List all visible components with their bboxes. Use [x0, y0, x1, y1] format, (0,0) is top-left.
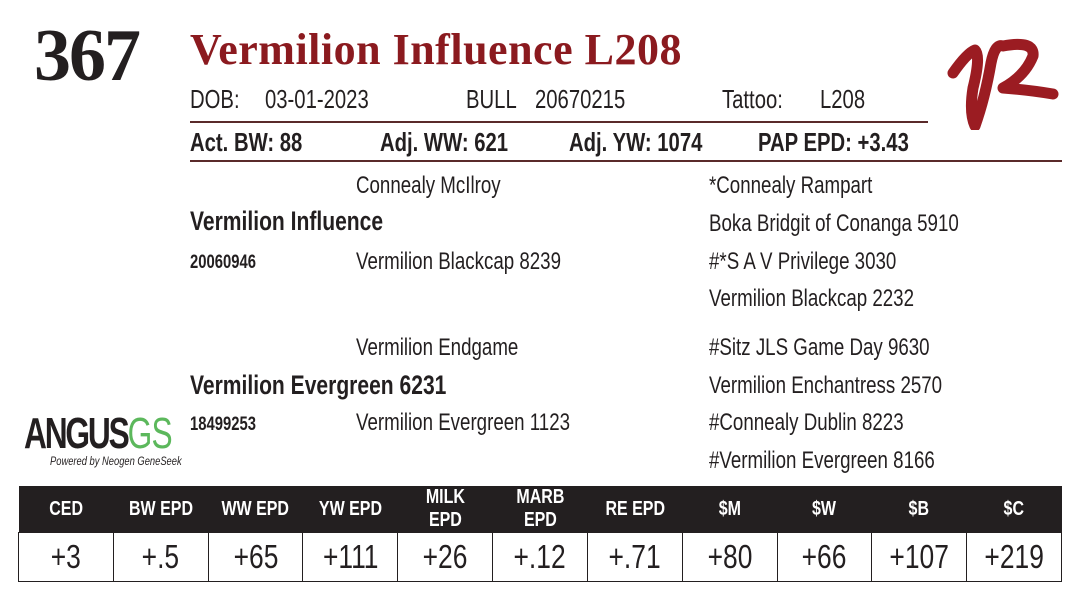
epd-value: +111 — [302, 532, 399, 582]
sire-registration: 20060946 — [190, 252, 256, 273]
epd-header: WW EPD — [208, 486, 303, 533]
great-grandparent: #Vermilion Evergreen 8166 — [709, 447, 935, 474]
epd-value: +26 — [397, 532, 494, 582]
great-grandparent: #Sitz JLS Game Day 9630 — [709, 334, 930, 361]
angus-gs-logo: ANGUSGS Powered by Neogen GeneSeek — [24, 409, 182, 469]
sire-dam: Vermilion Blackcap 8239 — [356, 248, 562, 275]
epd-header: $B — [871, 486, 967, 533]
epd-value: +.12 — [492, 532, 588, 582]
epd-value: +.71 — [586, 532, 683, 582]
pap-epd: PAP EPD: +3.43 — [758, 127, 909, 157]
divider — [190, 160, 1062, 162]
epd-table: CED BW EPD WW EPD YW EPD MILK EPD MARB E… — [18, 486, 1062, 582]
dam: Vermilion Evergreen 6231 — [190, 370, 447, 400]
vr-brand-logo — [947, 38, 1059, 130]
epd-value: +3 — [18, 532, 114, 582]
great-grandparent: Boka Bridgit of Conanga 5910 — [709, 210, 959, 237]
epd-header: BW EPD — [113, 486, 209, 533]
great-grandparent: #*S A V Privilege 3030 — [709, 248, 897, 275]
epd-value: +219 — [966, 532, 1062, 582]
epd-header: CED — [18, 486, 114, 533]
tattoo-value: L208 — [820, 84, 866, 114]
epd-header: $W — [777, 486, 872, 533]
sire: Vermilion Influence — [190, 206, 384, 236]
divider — [190, 121, 928, 123]
sire-sire: Connealy McIlroy — [356, 172, 501, 199]
epd-header: $M — [682, 486, 777, 533]
epd-value: +.5 — [112, 532, 209, 582]
epd-header: $C — [966, 486, 1062, 533]
actual-birth-weight: Act. BW: 88 — [190, 127, 303, 157]
dob-value: 03-01-2023 — [265, 84, 369, 114]
registration-number: 20670215 — [535, 84, 626, 114]
epd-header-row: CED BW EPD WW EPD YW EPD MILK EPD MARB E… — [18, 486, 1062, 533]
great-grandparent: Vermilion Blackcap 2232 — [709, 285, 915, 312]
dam-sire: Vermilion Endgame — [356, 334, 519, 361]
dob-label: DOB: — [190, 84, 240, 114]
great-grandparent: Vermilion Enchantress 2570 — [709, 372, 943, 399]
sex: BULL — [466, 84, 517, 114]
tattoo-label: Tattoo: — [722, 84, 783, 114]
epd-value: +107 — [871, 532, 968, 582]
adjusted-weaning-weight: Adj. WW: 621 — [380, 127, 509, 157]
great-grandparent: *Connealy Rampart — [709, 172, 873, 199]
adjusted-yearling-weight: Adj. YW: 1074 — [569, 127, 703, 157]
epd-value-row: +3 +.5 +65 +111 +26 +.12 +.71 +80 +66 +1… — [18, 532, 1062, 582]
epd-value: +65 — [207, 532, 304, 582]
epd-header: RE EPD — [587, 486, 683, 533]
epd-header: MILK EPD — [397, 486, 493, 533]
epd-value: +80 — [681, 532, 778, 582]
animal-name: Vermilion Influence L208 — [190, 25, 682, 74]
great-grandparent: #Connealy Dublin 8223 — [709, 409, 904, 436]
epd-header: YW EPD — [302, 486, 398, 533]
lot-number: 367 — [34, 15, 141, 97]
dam-dam: Vermilion Evergreen 1123 — [356, 409, 571, 436]
epd-header: MARB EPD — [492, 486, 588, 533]
epd-value: +66 — [776, 532, 873, 582]
dam-registration: 18499253 — [190, 414, 256, 435]
